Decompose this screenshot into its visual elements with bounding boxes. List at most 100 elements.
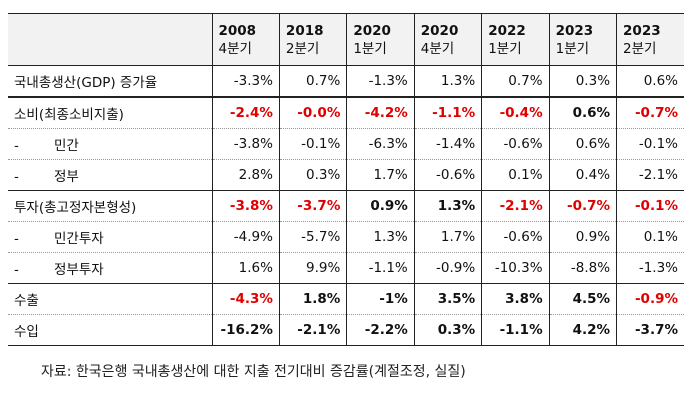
row-label-text: 정부 [54, 169, 79, 185]
table-cell: -16.2% [211, 314, 280, 346]
table-cell: -0.7% [548, 190, 617, 222]
table-cell: 1.3% [413, 65, 482, 97]
row-label: - 민간 [8, 129, 212, 160]
table-cell: 0.6% [548, 97, 617, 129]
table-row-imports: 수입 -16.2% -2.1% -2.2% 0.3% -1.1% 4.2% -3… [8, 314, 684, 346]
header-year: 2018 [285, 22, 324, 39]
gdp-expenditure-table: 2008 4분기 2018 2분기 2020 1분기 2020 4분기 2022 1분기 … [8, 13, 684, 346]
table-cell: -0.4% [481, 97, 550, 129]
table-cell: -0.9% [616, 283, 684, 315]
table-cell: 1.7% [346, 159, 415, 191]
table-cell: 0.9% [346, 190, 415, 222]
table-cell: 0.6% [548, 128, 617, 160]
table-cell: -2.1% [481, 190, 550, 222]
header-year: 2008 [218, 22, 257, 39]
row-label-text: 민간 [54, 138, 79, 154]
table-cell: -1.3% [346, 65, 415, 97]
header-col-6: 2023 1분기 [548, 13, 617, 66]
table-cell: -2.4% [211, 97, 280, 129]
table-cell: -3.8% [211, 190, 280, 222]
table-cell: 0.7% [481, 65, 550, 97]
header-quarter: 4분기 [218, 40, 252, 57]
table-row-exports: 수출 -4.3% 1.8% -1% 3.5% 3.8% 4.5% -0.9% [8, 283, 684, 315]
table-cell: -2.1% [616, 159, 684, 191]
table-cell: -5.7% [278, 221, 347, 253]
table-cell: 1.3% [346, 221, 415, 253]
row-dash: - [14, 231, 19, 247]
table-cell: 1.7% [413, 221, 482, 253]
source-note: 자료: 한국은행 국내총생산에 대한 지출 전기대비 증감률(계절조정, 실질) [41, 364, 466, 380]
table-cell: -1.1% [481, 314, 550, 346]
header-quarter: 1분기 [555, 40, 590, 57]
row-label: 수출 [14, 293, 39, 309]
table-cell: 3.5% [413, 283, 482, 315]
table-cell: -0.1% [616, 190, 684, 222]
header-col-4: 2020 4분기 [413, 13, 482, 66]
table-cell: -0.1% [278, 128, 347, 160]
header-row: 2008 4분기 2018 2분기 2020 1분기 2020 4분기 2022 1분기 … [8, 13, 684, 66]
table-cell: -0.6% [481, 221, 550, 253]
header-quarter: 1분기 [353, 40, 387, 57]
table-cell: -0.0% [278, 97, 347, 129]
table-cell: 0.1% [616, 221, 684, 253]
header-quarter: 1분기 [488, 40, 522, 57]
table-cell: 0.7% [278, 65, 347, 97]
table-cell: 1.3% [413, 190, 482, 222]
table-cell: 0.9% [548, 221, 617, 253]
table-row-government-investment: - 정부투자 1.6% 9.9% -1.1% -0.9% -10.3% -8.8%… [8, 252, 684, 284]
table-cell: 9.9% [278, 252, 347, 284]
table-row-investment: 투자(총고정자본형성) -3.8% -3.7% 0.9% 1.3% -2.1% … [8, 190, 684, 222]
table-cell: -4.2% [346, 97, 415, 129]
row-label-text: 민간투자 [54, 231, 104, 247]
table-row-private-investment: - 민간투자 -4.9% -5.7% 1.3% 1.7% -0.6% 0.9% 0… [8, 221, 684, 253]
table-cell: -1.1% [413, 97, 482, 129]
header-year: 2023 [555, 22, 594, 39]
row-dash: - [14, 138, 19, 154]
header-col-3: 2020 1분기 [346, 13, 415, 66]
table-cell: 4.5% [548, 283, 617, 315]
table-cell: -4.9% [211, 221, 280, 253]
table-cell: -3.7% [616, 314, 684, 346]
row-label: - 정부투자 [8, 253, 212, 284]
table-cell: 1.8% [278, 283, 347, 315]
table-cell: -1% [346, 283, 415, 315]
row-label: - 정부 [8, 160, 212, 191]
header-col-5: 2022 1분기 [481, 13, 550, 66]
table-cell: -1.3% [616, 252, 684, 284]
table-cell: 3.8% [481, 283, 550, 315]
header-year: 2022 [488, 22, 526, 39]
table-cell: -6.3% [346, 128, 415, 160]
header-quarter: 2분기 [285, 40, 320, 57]
row-label: 투자(총고정자본형성) [14, 200, 137, 216]
table-cell: -4.3% [211, 283, 280, 315]
header-year: 2020 [420, 22, 459, 39]
table-cell: 0.4% [548, 159, 617, 191]
table-cell: -2.1% [278, 314, 347, 346]
header-year: 2020 [353, 22, 391, 39]
table-cell: -0.1% [616, 128, 684, 160]
table-cell: 1.6% [211, 252, 280, 284]
header-col-7: 2023 2분기 [616, 13, 684, 66]
table-cell: -2.2% [346, 314, 415, 346]
table-cell: 2.8% [211, 159, 280, 191]
table-cell: 0.3% [548, 65, 617, 97]
table-cell: -3.8% [211, 128, 280, 160]
header-year: 2023 [623, 22, 661, 39]
row-label: - 민간투자 [8, 222, 212, 253]
header-quarter: 2분기 [623, 40, 657, 57]
header-corner [8, 13, 212, 66]
header-quarter: 4분기 [420, 40, 455, 57]
table-cell: -1.1% [346, 252, 415, 284]
table-cell: -1.4% [413, 128, 482, 160]
row-label: 국내총생산(GDP) 증가율 [14, 75, 158, 91]
table-cell: -3.7% [278, 190, 347, 222]
row-label-text: 정부투자 [54, 262, 104, 278]
header-col-2: 2018 2분기 [278, 13, 347, 66]
table-cell: -0.7% [616, 97, 684, 129]
table-row-gdp: 국내총생산(GDP) 증가율 -3.3% 0.7% -1.3% 1.3% 0.7… [8, 65, 684, 97]
table-cell: 0.1% [481, 159, 550, 191]
table-cell: 0.6% [616, 65, 684, 97]
table-row-private: - 민간 -3.8% -0.1% -6.3% -1.4% -0.6% 0.6% -… [8, 128, 684, 160]
table-cell: -3.3% [211, 65, 280, 97]
table-cell: -0.6% [481, 128, 550, 160]
